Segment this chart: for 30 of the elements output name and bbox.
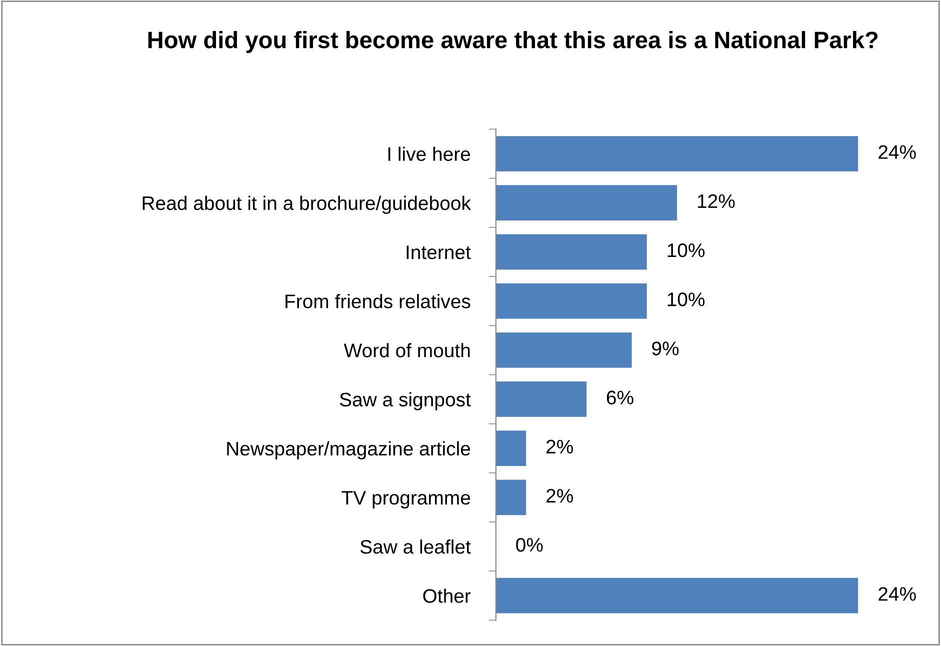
y-tick-label: Internet [406, 246, 471, 260]
y-tick-label: Saw a signpost [340, 392, 471, 410]
data-label: 24% [878, 145, 916, 159]
data-label: 24% [878, 587, 916, 601]
data-label: 10% [668, 292, 705, 306]
chart-title: How did you first become aware that this area is a National Park? [148, 30, 878, 53]
data-label: 6% [606, 390, 634, 404]
y-tick-label: From friends relatives [286, 294, 470, 308]
bar [496, 136, 858, 172]
bar [496, 283, 647, 319]
bar [496, 480, 526, 516]
bar [496, 185, 678, 221]
bar [496, 234, 647, 270]
data-label: 2% [546, 440, 573, 454]
bar [496, 430, 526, 466]
data-label: 0% [516, 538, 543, 552]
y-tick-label: Word of mouth [344, 343, 470, 358]
data-label: 9% [652, 342, 679, 356]
data-label: 2% [546, 488, 573, 503]
y-tick-label: Newspaper/magazine article [227, 441, 470, 460]
data-label: 12% [698, 194, 735, 208]
bar [496, 332, 632, 368]
y-tick-label: I live here [388, 146, 470, 161]
data-label: 10% [668, 243, 705, 258]
bar [496, 382, 586, 417]
bar [496, 578, 858, 614]
y-tick-label: Other [423, 588, 471, 603]
y-tick-label: Saw a leaflet [360, 539, 471, 554]
y-tick-label: Read about it in a brochure/guidebook [142, 196, 471, 214]
y-tick-label: TV programme [342, 491, 470, 508]
